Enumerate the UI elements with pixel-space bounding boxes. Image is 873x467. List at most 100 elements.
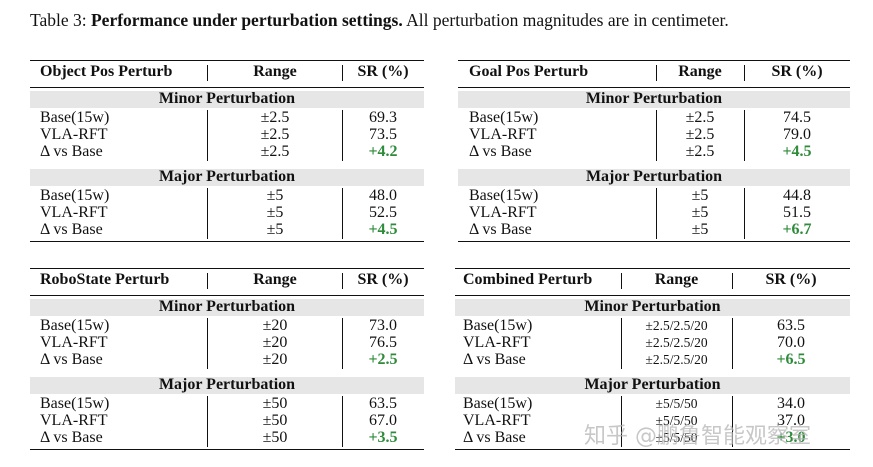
- range-cell: ±2.5: [685, 126, 715, 143]
- delta-cell: +4.5: [368, 221, 398, 238]
- column-divider: [744, 188, 745, 239]
- sr-cell: 52.5: [369, 204, 397, 221]
- range-cell: ±20: [262, 351, 288, 368]
- header-separator: [207, 65, 208, 81]
- column-divider: [342, 396, 343, 447]
- table-row: VLA-RFT ±5 52.5: [30, 204, 424, 221]
- delta-cell: +3.0: [776, 429, 806, 446]
- range-cell: ±5: [691, 221, 709, 238]
- sr-cell: 70.0: [777, 334, 805, 351]
- column-header: Range: [253, 271, 297, 288]
- group-band: Major Perturbation: [30, 376, 424, 394]
- group-title: Major Perturbation: [158, 376, 296, 393]
- method-cell: Base(15w): [40, 317, 110, 334]
- range-cell: ±2.5: [260, 109, 290, 126]
- sr-cell: 37.0: [777, 412, 805, 429]
- method-cell: Δ vs Base: [40, 143, 103, 160]
- table-row: VLA-RFT ±2.5/2.5/20 70.0: [455, 334, 850, 351]
- range-cell: ±2.5: [685, 143, 715, 160]
- method-cell: VLA-RFT: [40, 126, 108, 143]
- method-cell: Base(15w): [469, 187, 539, 204]
- column-header: SR (%): [765, 271, 817, 288]
- table-row: Δ vs Base ±2.5/2.5/20 +6.5: [455, 351, 850, 368]
- range-cell: ±20: [262, 317, 288, 334]
- table-row: Δ vs Base ±5 +4.5: [30, 221, 424, 238]
- column-header: SR (%): [357, 271, 409, 288]
- method-cell: Δ vs Base: [463, 429, 526, 446]
- delta-cell: +6.5: [776, 351, 806, 368]
- range-cell: ±5/5/50: [655, 396, 698, 411]
- sr-cell: 73.5: [369, 126, 397, 143]
- sr-cell: 63.5: [369, 395, 397, 412]
- method-cell: Base(15w): [469, 109, 539, 126]
- method-cell: Δ vs Base: [469, 221, 532, 238]
- method-cell: Base(15w): [40, 395, 110, 412]
- delta-cell: +6.7: [782, 221, 812, 238]
- range-cell: ±50: [262, 395, 288, 412]
- sr-cell: 63.5: [777, 317, 805, 334]
- sr-cell: 76.5: [369, 334, 397, 351]
- table-row: VLA-RFT ±2.5 73.5: [30, 126, 424, 143]
- method-cell: Δ vs Base: [463, 351, 526, 368]
- column-divider: [342, 318, 343, 369]
- table-row: VLA-RFT ±5/5/50 37.0: [455, 412, 850, 429]
- header-separator: [342, 65, 343, 81]
- top-rule: [455, 268, 850, 269]
- perturbation-table: Combined Perturb Range SR (%) Minor Perturb…: [455, 268, 850, 450]
- column-divider: [621, 318, 622, 369]
- sr-cell: 79.0: [783, 126, 811, 143]
- range-cell: ±2.5: [260, 143, 290, 160]
- group-band: Minor Perturbation: [455, 298, 850, 316]
- table-row: VLA-RFT ±50 67.0: [30, 412, 424, 429]
- group-title: Minor Perturbation: [158, 298, 296, 315]
- column-header: Object Pos Perturb: [40, 63, 173, 80]
- group-title: Major Perturbation: [158, 168, 296, 185]
- method-cell: VLA-RFT: [469, 204, 537, 221]
- header-separator: [744, 65, 745, 81]
- group-title: Major Perturbation: [585, 168, 723, 185]
- top-rule: [30, 60, 424, 61]
- group-band: Major Perturbation: [458, 168, 850, 186]
- column-header: SR (%): [771, 63, 823, 80]
- column-divider: [207, 110, 208, 161]
- method-cell: VLA-RFT: [469, 126, 537, 143]
- delta-cell: +4.5: [782, 143, 812, 160]
- range-cell: ±5: [266, 221, 284, 238]
- method-cell: VLA-RFT: [40, 204, 108, 221]
- group-band: Minor Perturbation: [458, 90, 850, 108]
- header-separator: [656, 65, 657, 81]
- method-cell: Δ vs Base: [40, 221, 103, 238]
- table-row: Δ vs Base ±2.5 +4.2: [30, 143, 424, 160]
- sr-cell: 74.5: [783, 109, 811, 126]
- group-title: Minor Perturbation: [584, 298, 721, 315]
- column-divider: [656, 110, 657, 161]
- method-cell: VLA-RFT: [463, 334, 531, 351]
- perturbation-table: Object Pos Perturb Range SR (%) Minor Pertu…: [30, 60, 424, 242]
- method-cell: VLA-RFT: [40, 412, 108, 429]
- table-row: Base(15w) ±2.5 69.3: [30, 109, 424, 126]
- sr-cell: 69.3: [369, 109, 397, 126]
- range-cell: ±50: [262, 412, 288, 429]
- header-rule: [458, 87, 850, 88]
- sr-cell: 48.0: [369, 187, 397, 204]
- range-cell: ±5/5/50: [655, 413, 698, 428]
- table-row: Base(15w) ±50 63.5: [30, 395, 424, 412]
- group-band: Major Perturbation: [455, 376, 850, 394]
- bottom-rule: [458, 241, 850, 242]
- perturbation-table: RoboState Perturb Range SR (%) Minor Pertur…: [30, 268, 424, 450]
- column-divider: [732, 318, 733, 369]
- table-row: Δ vs Base ±50 +3.5: [30, 429, 424, 446]
- sr-cell: 34.0: [777, 395, 805, 412]
- column-header: Range: [654, 271, 699, 288]
- table-row: Base(15w) ±2.5/2.5/20 63.5: [455, 317, 850, 334]
- column-divider: [207, 396, 208, 447]
- table-row: Δ vs Base ±5 +6.7: [458, 221, 850, 238]
- delta-cell: +4.2: [368, 143, 398, 160]
- column-divider: [732, 396, 733, 447]
- group-band: Minor Perturbation: [30, 298, 424, 316]
- table-row: Base(15w) ±5 48.0: [30, 187, 424, 204]
- range-cell: ±2.5/2.5/20: [645, 352, 708, 367]
- column-divider: [207, 188, 208, 239]
- table-row: VLA-RFT ±5 51.5: [458, 204, 850, 221]
- group-title: Minor Perturbation: [585, 90, 723, 107]
